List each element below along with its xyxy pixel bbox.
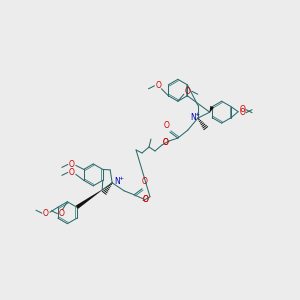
- Text: O: O: [142, 177, 148, 186]
- Text: O: O: [163, 137, 169, 146]
- Polygon shape: [209, 106, 214, 112]
- Text: +: +: [194, 112, 200, 117]
- Text: O: O: [69, 168, 75, 177]
- Text: O: O: [58, 209, 64, 218]
- Text: O: O: [155, 81, 161, 90]
- Text: O: O: [163, 137, 169, 146]
- Text: O: O: [239, 105, 245, 114]
- Text: N: N: [114, 177, 120, 186]
- Text: O: O: [164, 121, 170, 130]
- Text: +: +: [118, 176, 124, 181]
- Text: O: O: [143, 195, 149, 204]
- Text: O: O: [185, 87, 191, 96]
- Text: O: O: [43, 209, 49, 218]
- Text: O: O: [69, 160, 75, 169]
- Text: O: O: [239, 108, 245, 117]
- Text: O: O: [143, 195, 149, 204]
- Polygon shape: [76, 190, 102, 209]
- Text: N: N: [190, 113, 196, 122]
